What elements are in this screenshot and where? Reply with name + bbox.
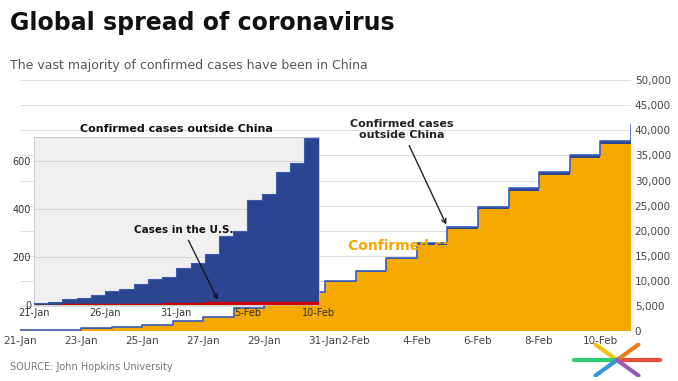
Text: Confirmed cases
outside China: Confirmed cases outside China bbox=[350, 119, 454, 223]
Text: Confirmed cases in China: Confirmed cases in China bbox=[348, 239, 546, 253]
Text: Cases in the U.S.: Cases in the U.S. bbox=[134, 225, 233, 298]
Title: Confirmed cases outside China: Confirmed cases outside China bbox=[80, 123, 273, 134]
Text: Global spread of coronavirus: Global spread of coronavirus bbox=[10, 11, 395, 35]
Text: SOURCE: John Hopkins University: SOURCE: John Hopkins University bbox=[10, 362, 173, 371]
Text: The vast majority of confirmed cases have been in China: The vast majority of confirmed cases hav… bbox=[10, 59, 368, 72]
